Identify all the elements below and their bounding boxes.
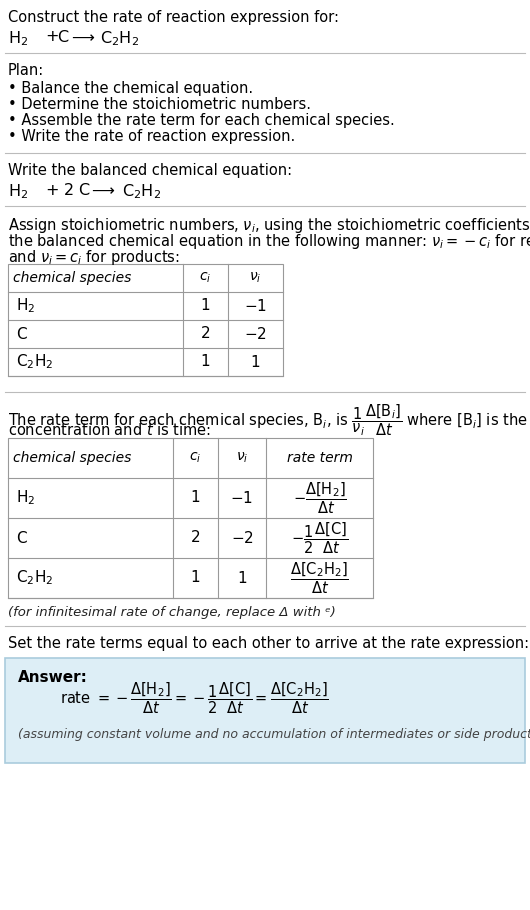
Text: rate term: rate term [287, 451, 352, 465]
Text: the balanced chemical equation in the following manner: $\nu_i = -c_i$ for react: the balanced chemical equation in the fo… [8, 232, 530, 251]
Text: (for infinitesimal rate of change, replace Δ with ᵉ): (for infinitesimal rate of change, repla… [8, 606, 335, 619]
Text: • Assemble the rate term for each chemical species.: • Assemble the rate term for each chemic… [8, 113, 395, 128]
Text: $c_i$: $c_i$ [199, 271, 211, 285]
Text: $+$: $+$ [45, 29, 59, 44]
Text: $-\dfrac{1}{2}\dfrac{\Delta[\mathrm{C}]}{\Delta t}$: $-\dfrac{1}{2}\dfrac{\Delta[\mathrm{C}]}… [291, 521, 348, 556]
Text: $-\dfrac{\Delta[\mathrm{H_2}]}{\Delta t}$: $-\dfrac{\Delta[\mathrm{H_2}]}{\Delta t}… [293, 480, 347, 516]
Text: $\mathrm{C}$: $\mathrm{C}$ [16, 326, 28, 342]
Text: 1: 1 [191, 571, 200, 585]
Text: $-1$: $-1$ [244, 298, 267, 314]
Text: $c_i$: $c_i$ [189, 450, 201, 465]
Text: $\mathrm{C_2H_2}$: $\mathrm{C_2H_2}$ [16, 353, 54, 371]
Text: $\mathrm{H_2}$: $\mathrm{H_2}$ [16, 297, 36, 316]
Text: $\mathrm{H_2}$: $\mathrm{H_2}$ [8, 182, 28, 201]
Text: $\mathrm{C}$: $\mathrm{C}$ [57, 29, 69, 45]
Text: $\nu_i$: $\nu_i$ [249, 271, 262, 285]
Text: chemical species: chemical species [13, 271, 131, 285]
Text: Assign stoichiometric numbers, $\nu_i$, using the stoichiometric coefficients, $: Assign stoichiometric numbers, $\nu_i$, … [8, 216, 530, 235]
Text: $\mathrm{C}$: $\mathrm{C}$ [16, 530, 28, 546]
Text: $\dfrac{\Delta[\mathrm{C_2H_2}]}{\Delta t}$: $\dfrac{\Delta[\mathrm{C_2H_2}]}{\Delta … [290, 561, 349, 596]
Text: Plan:: Plan: [8, 63, 44, 78]
Text: • Balance the chemical equation.: • Balance the chemical equation. [8, 81, 253, 96]
Text: (assuming constant volume and no accumulation of intermediates or side products): (assuming constant volume and no accumul… [18, 728, 530, 741]
Text: $-1$: $-1$ [231, 490, 253, 506]
Text: chemical species: chemical species [13, 451, 131, 465]
Text: • Determine the stoichiometric numbers.: • Determine the stoichiometric numbers. [8, 97, 311, 112]
Text: Construct the rate of reaction expression for:: Construct the rate of reaction expressio… [8, 10, 339, 25]
Text: $\mathrm{C_2H_2}$: $\mathrm{C_2H_2}$ [16, 569, 54, 587]
Bar [8, 264, 283, 376]
Text: 2: 2 [191, 531, 200, 545]
Text: $-2$: $-2$ [231, 530, 253, 546]
Text: $\nu_i$: $\nu_i$ [236, 450, 248, 465]
Text: $\mathrm{H_2}$: $\mathrm{H_2}$ [8, 29, 28, 47]
Bar [8, 438, 373, 598]
Text: $1$: $1$ [237, 570, 247, 586]
Text: $\longrightarrow$: $\longrightarrow$ [88, 182, 115, 197]
Text: 1: 1 [191, 490, 200, 505]
FancyBboxPatch shape [5, 658, 525, 763]
Text: • Write the rate of reaction expression.: • Write the rate of reaction expression. [8, 129, 295, 144]
Text: $\mathrm{C_2H_2}$: $\mathrm{C_2H_2}$ [100, 29, 139, 47]
Text: rate $= -\dfrac{\Delta[\mathrm{H_2}]}{\Delta t} = -\dfrac{1}{2}\dfrac{\Delta[\ma: rate $= -\dfrac{\Delta[\mathrm{H_2}]}{\D… [60, 680, 329, 716]
Text: 1: 1 [201, 298, 210, 314]
Text: 1: 1 [201, 355, 210, 369]
Text: The rate term for each chemical species, $\mathrm{B}_i$, is $\dfrac{1}{\nu_i}\df: The rate term for each chemical species,… [8, 402, 530, 438]
Text: Set the rate terms equal to each other to arrive at the rate expression:: Set the rate terms equal to each other t… [8, 636, 529, 651]
Text: $+\ 2\ \mathrm{C}$: $+\ 2\ \mathrm{C}$ [45, 182, 91, 198]
Text: $1$: $1$ [250, 354, 261, 370]
Text: $-2$: $-2$ [244, 326, 267, 342]
Text: Answer:: Answer: [18, 670, 88, 685]
Text: concentration and $t$ is time:: concentration and $t$ is time: [8, 422, 211, 438]
Text: and $\nu_i = c_i$ for products:: and $\nu_i = c_i$ for products: [8, 248, 180, 267]
Text: $\mathrm{C_2H_2}$: $\mathrm{C_2H_2}$ [122, 182, 161, 201]
Text: Write the balanced chemical equation:: Write the balanced chemical equation: [8, 163, 292, 178]
Text: $\longrightarrow$: $\longrightarrow$ [68, 29, 95, 44]
Text: $\mathrm{H_2}$: $\mathrm{H_2}$ [16, 489, 36, 508]
Text: 2: 2 [201, 327, 210, 341]
